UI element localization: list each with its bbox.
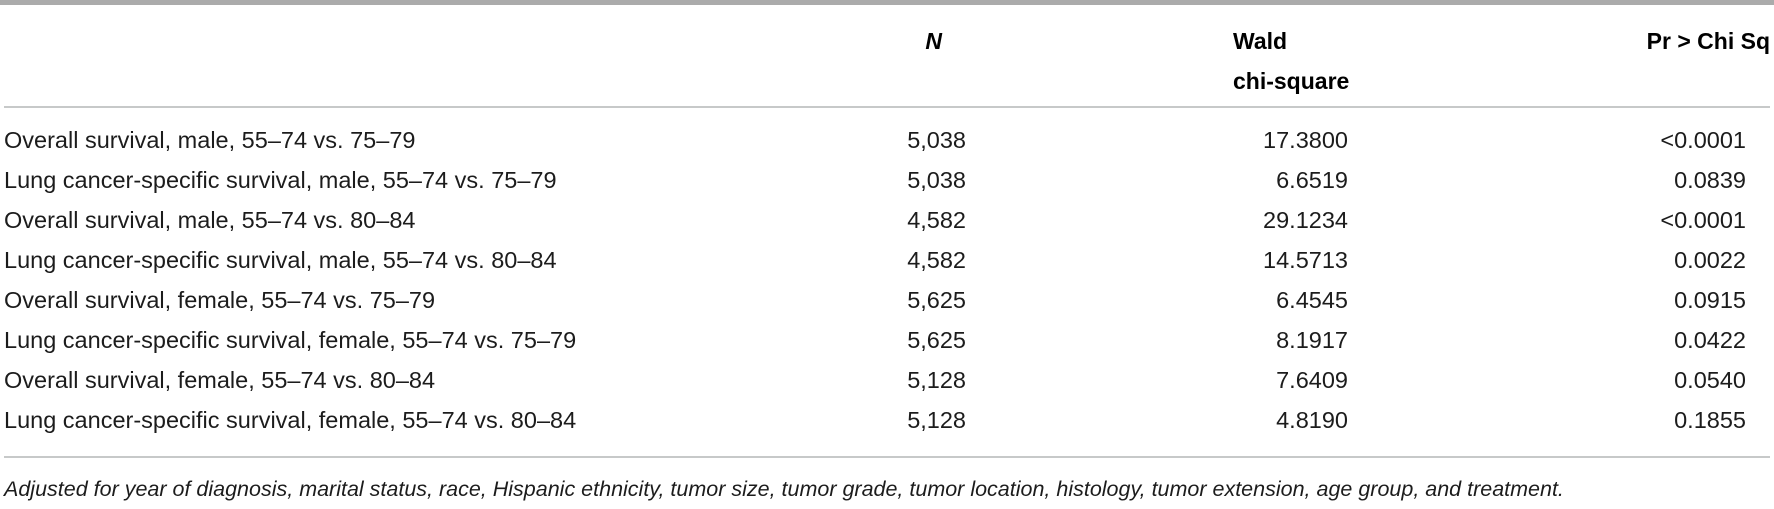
column-header-pr-chi-sq: Pr > Chi Sq xyxy=(1646,28,1770,54)
table-row: Overall survival, male, 55–74 vs. 75–79 … xyxy=(4,120,1770,160)
row-label: Overall survival, female, 55–74 vs. 75–7… xyxy=(4,287,436,313)
table-row: Overall survival, male, 55–74 vs. 80–84 … xyxy=(4,200,1770,240)
row-label: Overall survival, male, 55–74 vs. 80–84 xyxy=(4,207,416,233)
pr-chi-sq-value: 0.0422 xyxy=(1674,327,1746,353)
pr-chi-sq-value: 0.0022 xyxy=(1674,247,1746,273)
n-value: 5,128 xyxy=(907,367,966,393)
column-header-wald-line2: chi-square xyxy=(1233,68,1350,94)
column-header-label xyxy=(4,21,810,106)
pr-chi-sq-value: 0.0540 xyxy=(1674,367,1746,393)
n-value: 5,038 xyxy=(907,127,966,153)
wald-chi-square-value: 17.3800 xyxy=(1263,127,1348,153)
n-value: 5,038 xyxy=(907,167,966,193)
pr-chi-sq-value: <0.0001 xyxy=(1660,127,1746,153)
column-header-wald-line1: Wald xyxy=(1233,28,1288,54)
pr-chi-sq-value: <0.0001 xyxy=(1660,207,1746,233)
n-value: 5,625 xyxy=(907,327,966,353)
n-value: 5,128 xyxy=(907,407,966,433)
wald-chi-square-value: 8.1917 xyxy=(1276,327,1348,353)
table-row: Overall survival, female, 55–74 vs. 80–8… xyxy=(4,360,1770,400)
row-label: Lung cancer-specific survival, female, 5… xyxy=(4,407,577,433)
n-value: 5,625 xyxy=(907,287,966,313)
n-value: 4,582 xyxy=(907,247,966,273)
row-label: Overall survival, male, 55–74 vs. 75–79 xyxy=(4,127,416,153)
n-value: 4,582 xyxy=(907,207,966,233)
wald-chi-square-value: 14.5713 xyxy=(1263,247,1348,273)
table-row: Lung cancer-specific survival, male, 55–… xyxy=(4,240,1770,280)
table-row: Overall survival, female, 55–74 vs. 75–7… xyxy=(4,280,1770,320)
column-header-n: N xyxy=(925,28,942,54)
table-body: Overall survival, male, 55–74 vs. 75–79 … xyxy=(4,108,1770,458)
wald-chi-square-value: 6.4545 xyxy=(1276,287,1348,313)
pr-chi-sq-value: 0.1855 xyxy=(1674,407,1746,433)
wald-chi-square-value: 4.8190 xyxy=(1276,407,1348,433)
row-label: Lung cancer-specific survival, male, 55–… xyxy=(4,167,557,193)
table-row: Lung cancer-specific survival, female, 5… xyxy=(4,320,1770,360)
wald-chi-square-value: 6.6519 xyxy=(1276,167,1348,193)
wald-chi-square-value: 7.6409 xyxy=(1276,367,1348,393)
table-row: Lung cancer-specific survival, male, 55–… xyxy=(4,160,1770,200)
wald-chi-square-value: 29.1234 xyxy=(1263,207,1348,233)
pr-chi-sq-value: 0.0915 xyxy=(1674,287,1746,313)
row-label: Lung cancer-specific survival, female, 5… xyxy=(4,327,577,353)
pr-chi-sq-value: 0.0839 xyxy=(1674,167,1746,193)
table-row: Lung cancer-specific survival, female, 5… xyxy=(4,400,1770,440)
row-label: Overall survival, female, 55–74 vs. 80–8… xyxy=(4,367,436,393)
row-label: Lung cancer-specific survival, male, 55–… xyxy=(4,247,557,273)
table-header-row: N Wald chi-square Pr > Chi Sq xyxy=(4,5,1770,108)
column-header-wald-chi-square: Wald chi-square xyxy=(970,21,1352,106)
table-footnote: Adjusted for year of diagnosis, marital … xyxy=(4,477,1564,501)
